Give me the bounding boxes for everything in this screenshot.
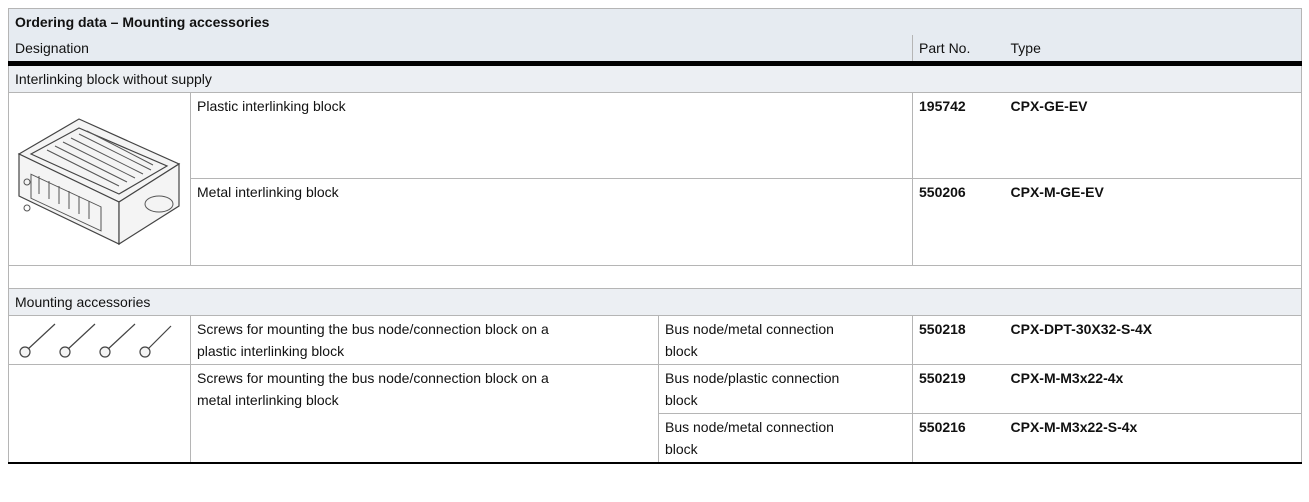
type: CPX-DPT-30X32-S-4X (1004, 315, 1303, 365)
spacer-row (7, 265, 1303, 289)
row: Bus node/metal connection block 550216 C… (9, 413, 1303, 464)
ordering-table: Ordering data – Mounting accessories Des… (7, 8, 1303, 464)
row: Metal interlinking block 550206 CPX-M-GE… (9, 178, 1303, 266)
column-header: Type (1004, 35, 1303, 66)
section-row: Mounting accessories (7, 288, 1303, 316)
designation: Screws for mounting the bus node/connect… (190, 315, 659, 365)
column-header: Designation (8, 35, 913, 66)
row: Plastic interlinking block 195742 CPX-GE… (8, 92, 1303, 266)
column-header: Part No. (912, 35, 1005, 66)
interlinking-block-image (17, 118, 181, 246)
part-number: 195742 (912, 92, 1005, 179)
designation: Plastic interlinking block (190, 92, 913, 179)
part-number: 550218 (912, 315, 1005, 365)
for-text: Bus node/plastic connection block (665, 370, 840, 408)
screws-image (19, 323, 172, 358)
designation-text: Screws for mounting the bus node/connect… (197, 321, 549, 359)
designation: Screws for mounting the bus node/connect… (190, 364, 659, 464)
header-row: Designation Part No. Type (8, 35, 1303, 66)
section-title: Mounting accessories (7, 288, 1303, 316)
image-cell (8, 364, 191, 464)
for-text: Bus node/metal connection block (665, 419, 834, 457)
section-title: Interlinking block without supply (7, 63, 1303, 93)
table-title: Ordering data – Mounting accessories (7, 8, 1303, 35)
part-number: 550216 (912, 413, 1005, 464)
row: Screws for mounting the bus node/connect… (8, 315, 1303, 365)
for: Bus node/metal connection block (658, 413, 913, 464)
row: Screws for mounting the bus node/connect… (8, 364, 1303, 464)
type: CPX-M-GE-EV (1004, 178, 1303, 266)
image-cell (8, 315, 191, 365)
designation-text: Screws for mounting the bus node/connect… (197, 370, 549, 408)
type: CPX-GE-EV (1004, 92, 1303, 179)
type: CPX-M-M3x22-S-4x (1004, 413, 1303, 464)
for-text: Bus node/metal connection block (665, 321, 834, 359)
title-row: Ordering data – Mounting accessories (7, 8, 1303, 35)
image-cell (8, 92, 191, 266)
empty-cell (7, 265, 1303, 289)
section-row: Interlinking block without supply (7, 63, 1303, 93)
for: Bus node/metal connection block (658, 315, 913, 365)
for: Bus node/plastic connection block (658, 364, 913, 414)
type: CPX-M-M3x22-4x (1004, 364, 1303, 414)
part-number: 550206 (912, 178, 1005, 266)
part-number: 550219 (912, 364, 1005, 414)
designation: Metal interlinking block (190, 178, 913, 266)
